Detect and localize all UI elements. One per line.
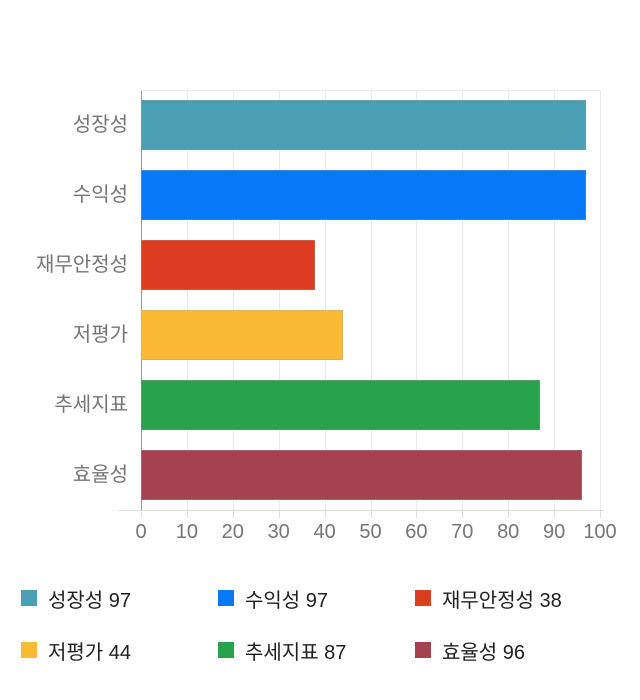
x-axis-label: 10 [175, 521, 199, 543]
gridline [508, 91, 510, 510]
x-axis-label: 0 [135, 521, 147, 543]
category-label-growth: 성장성 [72, 114, 128, 136]
gridline [232, 91, 234, 510]
x-axis-tick [324, 510, 326, 518]
bar-efficiency[interactable] [141, 450, 582, 500]
x-axis-label: 90 [542, 521, 566, 543]
legend-item-efficiency[interactable]: 효율성 96 [415, 636, 612, 665]
bar-row: 저평가 [0, 300, 640, 370]
bar-row: 재무안정성 [0, 230, 640, 300]
bar-track [141, 310, 600, 360]
legend-swatch-icon [21, 642, 37, 658]
bar-row: 추세지표 [0, 370, 640, 440]
gridline [554, 91, 556, 510]
legend-swatch-icon [21, 590, 37, 606]
legend-item-financial-stability[interactable]: 재무안정성 38 [415, 584, 612, 613]
legend-label: 효율성 96 [442, 641, 526, 664]
bar-track [141, 100, 600, 150]
x-axis-labels: 0 10 20 30 40 50 60 70 80 90 100 [135, 521, 616, 549]
legend-item-trend-indicator[interactable]: 추세지표 87 [218, 636, 415, 665]
x-axis-label: 80 [497, 521, 520, 543]
gridline [416, 91, 418, 510]
x-axis-tick [554, 510, 556, 518]
bar-row: 수익성 [0, 160, 640, 230]
y-axis-line [141, 91, 142, 510]
x-axis-line [118, 510, 604, 511]
bar-undervaluation[interactable] [141, 310, 343, 360]
gridline [324, 91, 326, 510]
x-axis-tick [278, 510, 280, 518]
x-axis-label: 70 [451, 521, 474, 543]
x-axis-label: 50 [359, 521, 382, 543]
x-axis-label: 20 [221, 521, 244, 543]
bar-trend-indicator[interactable] [141, 380, 541, 430]
bar-track [141, 450, 600, 500]
category-label-trend-indicator: 추세지표 [54, 394, 128, 416]
gridline [186, 91, 188, 510]
x-axis-tick [508, 510, 510, 518]
gridline [370, 91, 372, 510]
gridline [600, 91, 601, 510]
category-label-profitability: 수익성 [72, 184, 128, 206]
legend-label: 추세지표 87 [245, 641, 347, 664]
x-axis-label: 100 [583, 521, 617, 543]
plot-area [141, 90, 601, 510]
x-axis-tick [462, 510, 464, 518]
bar-track [141, 240, 600, 290]
gridline [462, 91, 464, 510]
x-axis-tick [186, 510, 188, 518]
legend-swatch-icon [415, 590, 431, 606]
legend-item-profitability[interactable]: 수익성 97 [218, 584, 415, 613]
x-axis-tick [232, 510, 234, 518]
category-label-financial-stability: 재무안정성 [36, 254, 128, 276]
x-axis-tick [370, 510, 372, 518]
gridline [278, 91, 280, 510]
legend-label: 저평가 44 [48, 641, 132, 664]
bar-track [141, 380, 600, 430]
category-label-undervaluation: 저평가 [72, 324, 128, 346]
x-axis-label: 40 [313, 521, 336, 543]
bar-track [141, 170, 600, 220]
bar-row: 성장성 [0, 90, 640, 160]
x-axis-label: 30 [267, 521, 290, 543]
legend-swatch-icon [218, 590, 234, 606]
x-axis-label: 60 [405, 521, 428, 543]
bar-profitability[interactable] [141, 170, 587, 220]
x-axis-tick [600, 510, 601, 518]
legend-label: 수익성 97 [245, 589, 329, 612]
legend-swatch-icon [415, 642, 431, 658]
chart-legend: 성장성 97 수익성 97 재무안정성 38 저평가 44 추세지표 87 효율성 96 [21, 572, 621, 676]
x-axis-tick [141, 510, 142, 518]
bar-growth[interactable] [141, 100, 587, 150]
legend-item-undervaluation[interactable]: 저평가 44 [21, 636, 218, 665]
category-label-efficiency: 효율성 [72, 464, 128, 486]
legend-swatch-icon [218, 642, 234, 658]
legend-label: 재무안정성 38 [442, 589, 562, 612]
legend-item-growth[interactable]: 성장성 97 [21, 584, 218, 613]
x-axis-ticks [141, 510, 601, 518]
bar-row: 효율성 [0, 440, 640, 510]
bar-financial-stability[interactable] [141, 240, 316, 290]
x-axis-tick [416, 510, 418, 518]
legend-label: 성장성 97 [48, 589, 132, 612]
